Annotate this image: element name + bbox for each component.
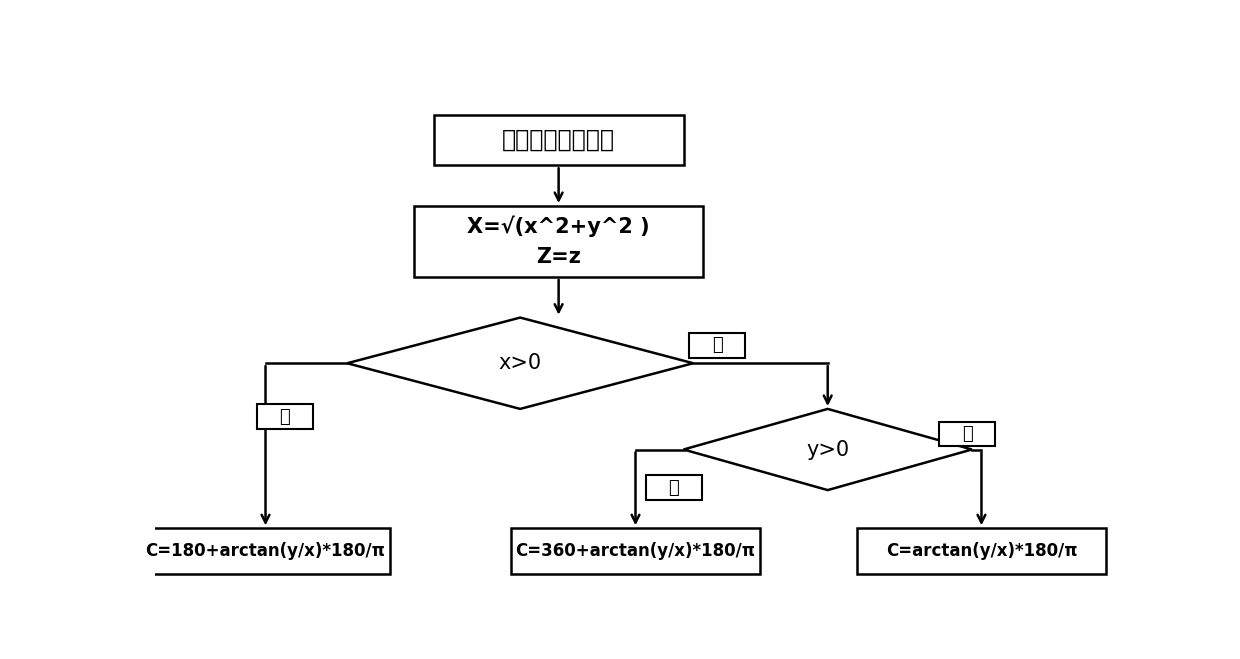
Bar [414,206,703,277]
Bar [857,528,1106,574]
Bar [257,405,312,429]
Text: 是: 是 [962,425,972,444]
Text: y>0: y>0 [806,440,849,459]
Bar [511,528,760,574]
Bar [434,115,683,165]
Bar [689,333,745,358]
Polygon shape [347,318,693,409]
Text: 否: 否 [668,478,680,497]
Text: 是: 是 [712,337,723,355]
Bar [939,422,994,446]
Text: x>0: x>0 [498,353,542,373]
Polygon shape [683,409,972,490]
Bar [646,475,702,500]
Text: 输入刀盘圆心坐标: 输入刀盘圆心坐标 [502,128,615,152]
Bar [140,528,391,574]
Text: C=arctan(y/x)*180/π: C=arctan(y/x)*180/π [885,542,1078,560]
Text: 否: 否 [279,407,290,426]
Text: X=√(x^2+y^2 )
Z=z: X=√(x^2+y^2 ) Z=z [467,216,650,267]
Text: C=180+arctan(y/x)*180/π: C=180+arctan(y/x)*180/π [145,542,386,560]
Text: C=360+arctan(y/x)*180/π: C=360+arctan(y/x)*180/π [516,542,755,560]
